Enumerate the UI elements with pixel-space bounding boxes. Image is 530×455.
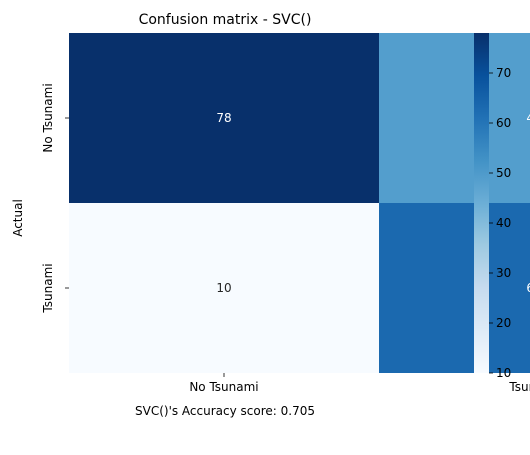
cell-value-label: 10 bbox=[216, 281, 231, 295]
chart-title: Confusion matrix - SVC() bbox=[139, 12, 312, 28]
colorbar-tick-label: 50 bbox=[496, 166, 511, 180]
colorbar-tick-label: 60 bbox=[496, 116, 511, 130]
y-tick-label: No Tsunami bbox=[41, 83, 55, 152]
colorbar-tick-label: 10 bbox=[496, 366, 511, 380]
colorbar-tick-label: 20 bbox=[496, 316, 511, 330]
x-axis-label: SVC()'s Accuracy score: 0.705 bbox=[135, 404, 315, 418]
colorbar bbox=[474, 33, 489, 373]
colorbar-tick-label: 40 bbox=[496, 216, 511, 230]
cell-value-label: 49 bbox=[526, 111, 530, 125]
x-tick-label: No Tsunami bbox=[189, 380, 258, 394]
colorbar-tick-label: 30 bbox=[496, 266, 511, 280]
cell-value-label: 78 bbox=[216, 111, 231, 125]
x-tick-label: Tsunami bbox=[508, 380, 530, 394]
y-axis: No Tsunami Tsunami bbox=[41, 83, 69, 313]
colorbar-tick-label: 70 bbox=[496, 66, 511, 80]
cell-value-label: 63 bbox=[526, 281, 530, 295]
y-axis-label: Actual bbox=[11, 199, 25, 237]
heatmap-cells bbox=[69, 33, 530, 373]
y-tick-label: Tsunami bbox=[41, 263, 55, 313]
x-axis: No Tsunami Tsunami bbox=[189, 373, 530, 394]
